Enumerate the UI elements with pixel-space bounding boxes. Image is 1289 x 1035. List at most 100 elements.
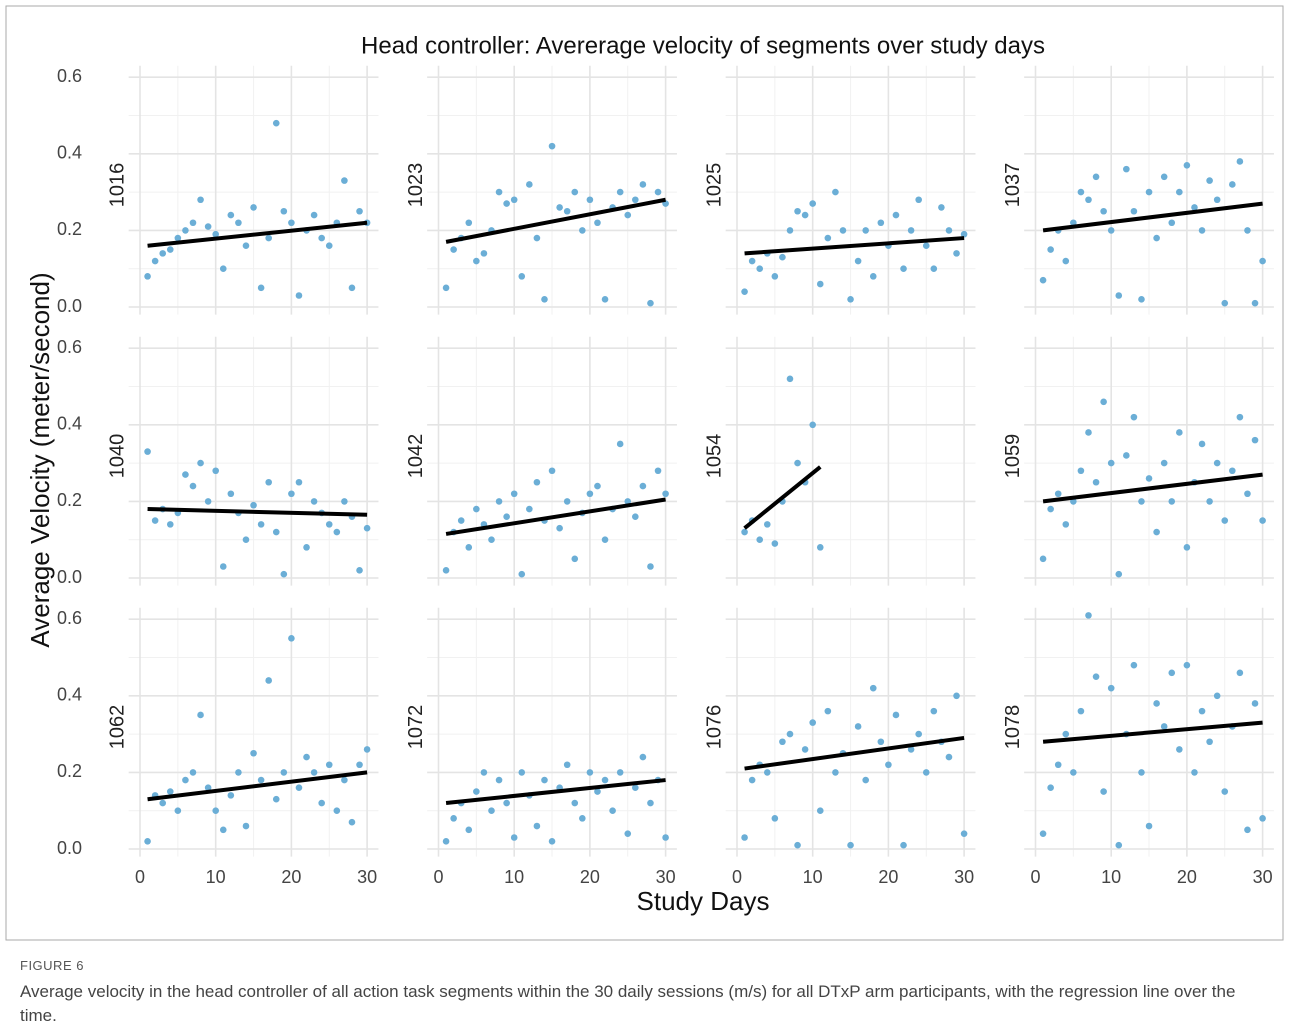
point — [174, 234, 182, 242]
point — [473, 257, 480, 265]
point — [189, 219, 197, 227]
point — [189, 482, 197, 490]
x-tick-label: 30 — [357, 867, 377, 887]
point — [839, 227, 847, 234]
point — [212, 230, 219, 238]
frame — [5, 5, 1284, 941]
point — [310, 498, 318, 505]
panel-label: 1078 — [1002, 705, 1024, 750]
point — [182, 227, 189, 234]
point — [907, 227, 915, 234]
point — [1236, 158, 1244, 165]
figure-label: FIGURE 6 — [20, 958, 84, 973]
point — [151, 517, 159, 524]
point — [1244, 490, 1251, 498]
point — [1115, 841, 1123, 849]
point — [639, 753, 647, 761]
point — [1130, 207, 1138, 215]
point — [1259, 815, 1266, 822]
point — [363, 524, 371, 532]
point — [1198, 707, 1206, 715]
point — [1062, 521, 1070, 528]
y-tick-label: 0.6 — [57, 66, 82, 86]
point — [1107, 684, 1115, 692]
point — [197, 711, 204, 719]
point — [586, 769, 594, 776]
point — [526, 505, 533, 513]
point — [495, 776, 503, 784]
point — [847, 296, 854, 303]
point — [616, 769, 624, 776]
point — [1168, 498, 1176, 505]
point — [809, 421, 816, 429]
point — [272, 528, 280, 536]
point — [938, 204, 945, 211]
point — [533, 478, 541, 486]
point — [450, 246, 457, 253]
point — [809, 719, 816, 726]
point — [741, 834, 748, 841]
point — [907, 746, 915, 753]
point — [1145, 475, 1153, 482]
point — [495, 188, 503, 196]
point — [816, 280, 824, 288]
point — [288, 490, 295, 498]
point — [786, 375, 794, 383]
point — [166, 246, 174, 253]
point — [1062, 257, 1070, 265]
y-tick-label: 0.4 — [57, 414, 82, 434]
point — [1251, 700, 1259, 707]
y-tick-label: 0.4 — [57, 685, 82, 705]
y-axis-label: Average Velocity (meter/second) — [25, 272, 55, 647]
point — [1153, 528, 1160, 536]
x-tick-label: 0 — [433, 867, 443, 887]
point — [632, 196, 639, 204]
point — [235, 769, 242, 776]
regression-line — [743, 465, 822, 530]
point — [310, 769, 318, 776]
point — [1039, 276, 1047, 284]
point — [748, 776, 756, 784]
point — [1259, 257, 1266, 265]
point — [265, 478, 272, 486]
point — [1123, 165, 1130, 173]
point — [166, 788, 174, 795]
x-tick-label: 30 — [1253, 867, 1273, 887]
panel-label: 1054 — [703, 434, 725, 479]
point — [809, 200, 816, 207]
point — [503, 200, 510, 207]
point — [280, 207, 288, 215]
panel-points — [442, 142, 669, 307]
point — [824, 707, 832, 715]
point — [1145, 822, 1153, 830]
regression-line — [744, 236, 965, 256]
point — [480, 250, 488, 257]
point — [885, 761, 892, 769]
regression-line — [1042, 472, 1263, 504]
point — [1236, 669, 1244, 677]
point — [854, 723, 862, 730]
point — [1176, 429, 1183, 436]
panel-label: 1062 — [106, 705, 128, 750]
point — [563, 761, 571, 769]
point — [794, 207, 801, 215]
point — [280, 570, 288, 578]
point — [756, 536, 764, 543]
x-tick-label: 10 — [504, 867, 524, 887]
point — [159, 799, 167, 807]
point — [1244, 826, 1251, 834]
point — [1085, 612, 1092, 619]
point — [862, 227, 869, 234]
panel-label: 1076 — [703, 705, 725, 750]
point — [662, 834, 669, 841]
panel-label: 1025 — [703, 163, 725, 208]
point — [227, 792, 235, 799]
point — [1206, 177, 1213, 184]
point — [771, 540, 779, 547]
point — [654, 188, 662, 196]
point — [510, 490, 518, 498]
point — [442, 838, 450, 845]
point — [877, 738, 885, 746]
point — [212, 807, 219, 814]
panel-points — [442, 753, 669, 845]
